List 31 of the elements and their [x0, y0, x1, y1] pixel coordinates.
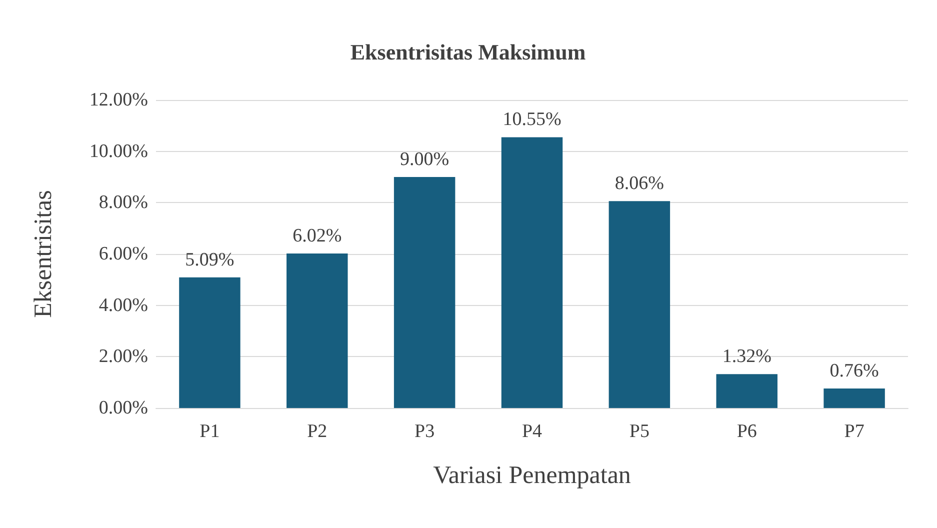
bar	[716, 374, 778, 408]
y-tick-label: 8.00%	[98, 192, 148, 214]
y-tick-label: 2.00%	[98, 346, 148, 368]
y-tick-label: 10.00%	[89, 140, 148, 162]
bar	[179, 277, 240, 408]
y-tick-label: 0.00%	[98, 398, 148, 418]
x-tick-label: P1	[200, 421, 220, 442]
x-tick-label: P5	[629, 421, 650, 442]
y-axis-title: Eksentrisitas	[30, 190, 57, 318]
x-tick-label: P7	[844, 421, 864, 442]
x-axis-title: Variasi Penempatan	[433, 462, 632, 489]
bar	[286, 253, 348, 408]
x-tick-label: P6	[736, 421, 757, 442]
x-tick-label: P3	[414, 421, 435, 442]
y-tick-label: 6.00%	[98, 244, 148, 264]
data-label: 1.32%	[722, 346, 772, 368]
x-tick-label: P4	[522, 421, 543, 442]
bar	[608, 201, 670, 408]
x-tick-label: P2	[307, 421, 328, 442]
data-label: 0.76%	[830, 360, 879, 382]
y-tick-label: 12.00%	[89, 90, 148, 110]
bar	[394, 177, 456, 408]
data-label: 10.55%	[502, 109, 562, 130]
data-label: 8.06%	[614, 173, 664, 194]
y-tick-label: 4.00%	[98, 294, 148, 316]
data-label: 5.09%	[185, 249, 234, 270]
chart-title: Eksentrisitas Maksimum	[350, 40, 586, 64]
bar	[501, 137, 563, 408]
data-label: 9.00%	[400, 149, 450, 170]
data-label: 6.02%	[292, 225, 342, 246]
bar	[824, 388, 885, 408]
